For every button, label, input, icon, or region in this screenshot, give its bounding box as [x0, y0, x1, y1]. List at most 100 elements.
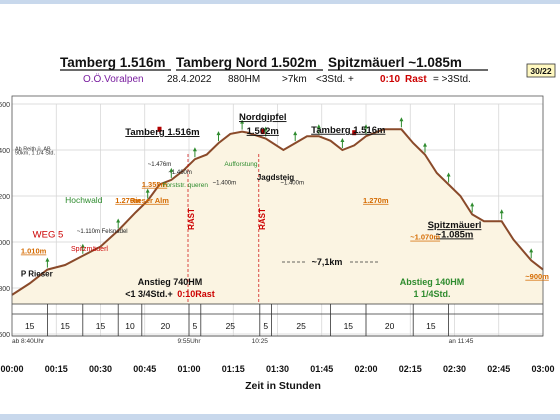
segment-duration: 25	[226, 321, 236, 331]
ascent-rast: 0:10Rast	[177, 289, 215, 299]
annotation-label: Spitzmäuerl	[71, 246, 108, 253]
subtitle-hm: 880HM	[228, 74, 260, 85]
tree-marker-top	[340, 138, 345, 142]
annotation-label: Tamberg 1.516m	[125, 127, 199, 138]
x-tick-label: 03:00	[531, 364, 554, 374]
profile-line	[11, 128, 544, 296]
subtitle-rast-word: Rast	[405, 74, 427, 85]
x-tick-label: 01:15	[222, 364, 245, 374]
annotation-label: Nordgipfel	[239, 112, 287, 123]
segment-duration: 15	[60, 321, 70, 331]
tree-marker-top	[116, 218, 121, 223]
tree-marker-top	[216, 131, 221, 136]
descent-box: Abstieg 140HM 1 1/4Std.	[400, 277, 465, 299]
segment-duration: 15	[426, 321, 436, 331]
annotation-label: ~1.476m	[148, 162, 172, 168]
title-part-3: Spitzmäuerl ~1.085m	[328, 55, 462, 70]
title-part-2: Tamberg Nord 1.502m	[176, 55, 317, 70]
annotation-label: Forststr. queren	[162, 182, 208, 189]
segment-duration: 25	[296, 321, 306, 331]
summit-marker	[352, 130, 357, 136]
annotation-label: ~1.085m	[436, 229, 474, 240]
annotation-label: 1.355m	[142, 180, 168, 189]
tree-marker-top	[240, 119, 245, 124]
distance-marker: ~7,1km	[282, 257, 378, 267]
tree-marker-top	[169, 167, 174, 172]
annotation-label: Rieser Alm	[130, 196, 169, 205]
subtitle-time-suffix: = >3Std.	[433, 74, 471, 85]
x-tick-label: 02:00	[354, 364, 377, 374]
y-tick-label: 1.200	[0, 194, 10, 201]
annotation-label: Hochwald	[65, 195, 103, 205]
x-tick-label: 01:45	[310, 364, 333, 374]
page-badge-text: 30/22	[530, 66, 552, 76]
annotation-label: ~1.400m	[213, 181, 237, 187]
annotation-label: Spitzmäuerl	[428, 220, 482, 231]
annotation-label: Aufforstung	[224, 161, 258, 168]
subtitle-km: >7km	[282, 74, 307, 85]
tree-marker-top	[364, 124, 368, 129]
descent-line-2: 1 1/4Std.	[413, 289, 450, 299]
annotation-label: 1.270m	[363, 196, 389, 205]
chart-frame: 15 15 15 10 20 5 25 5 25 15 20 15 ab 8:40Uhr 9:55Uhr 1…	[0, 4, 560, 414]
rast-label: RAST	[187, 208, 196, 230]
tree-marker-top	[80, 243, 85, 248]
x-tick-label: 00:00	[0, 364, 23, 374]
x-tick-label: 00:30	[89, 364, 112, 374]
segment-duration: 5	[263, 321, 268, 331]
subtitle-time-prefix: <3Std. +	[316, 74, 354, 85]
ascent-line-1: Anstieg 740HM	[138, 277, 203, 287]
tree-marker-top	[470, 202, 475, 207]
subtitle-rast-time: 0:10	[380, 74, 400, 85]
subtitle-date: 28.4.2022	[167, 74, 212, 85]
segment-time-mark: ab 8:40Uhr	[12, 338, 45, 345]
tree-marker-top	[192, 147, 197, 152]
annotation-label: 1.010m	[21, 247, 47, 256]
annotation-label: ~900m	[525, 272, 549, 281]
segment-duration: 15	[344, 321, 354, 331]
segment-rows: 15 15 15 10 20 5 25 5 25 15 20 15 ab 8:40Uhr 9:55Uhr 1…	[11, 95, 544, 345]
annotation-label: ~1.400m	[280, 181, 304, 187]
summit-marker	[157, 126, 162, 132]
descent-line-1: Abstieg 140HM	[400, 277, 465, 287]
segment-duration: 10	[125, 321, 135, 331]
annotation-label: Ab Reith ü. AB	[15, 146, 51, 152]
x-tick-label: 02:15	[399, 364, 422, 374]
summit-marker	[260, 129, 265, 135]
segment-duration: 20	[161, 321, 171, 331]
annotation-label: ~1.110m Felsnadel	[77, 229, 128, 235]
plot-border	[11, 95, 544, 337]
x-tick-label: 00:15	[45, 364, 68, 374]
segment-duration: 15	[25, 321, 35, 331]
tree-marker-top	[316, 124, 321, 129]
y-tick-label: 1.400	[0, 148, 10, 155]
ascent-box: Anstieg 740HM <1 3/4Std.+ 0:10Rast	[125, 277, 215, 299]
annotation-label: WEG 5	[33, 229, 64, 240]
rast-label: RAST	[258, 208, 267, 230]
tree-marker-top	[446, 172, 451, 177]
terrain-area	[11, 117, 544, 304]
y-tick-label: 1.000	[0, 240, 10, 247]
segment-time-mark: 10:25	[252, 338, 269, 345]
annotation-label: Tamberg 1.516m	[311, 125, 385, 136]
annotation-label: 1.502m	[247, 126, 279, 137]
x-tick-label: 01:30	[266, 364, 289, 374]
annotation-label: ~1.070m	[410, 233, 440, 242]
x-tick-label: 01:00	[177, 364, 200, 374]
tree-marker-top	[293, 131, 298, 136]
annotation-label: Jagdsteig	[257, 173, 294, 182]
tree-marker-top	[145, 188, 150, 193]
segment-time-mark: an 11:45	[449, 338, 474, 345]
tree-marker-top	[45, 257, 50, 262]
terrain-fill	[12, 129, 543, 304]
title: Tamberg 1.516m Tamberg Nord 1.502m Spitz…	[60, 55, 488, 71]
y-tick-label: 1.600	[0, 102, 10, 109]
y-tick-label: 800	[0, 286, 10, 293]
segment-duration: 5	[193, 321, 198, 331]
distance-label: ~7,1km	[312, 257, 343, 267]
subtitle-club: O.Ö.Voralpen	[83, 73, 144, 85]
x-axis-label: Zeit in Stunden	[245, 380, 321, 392]
tree-marker-top	[529, 248, 534, 253]
segment-duration: 20	[385, 321, 395, 331]
